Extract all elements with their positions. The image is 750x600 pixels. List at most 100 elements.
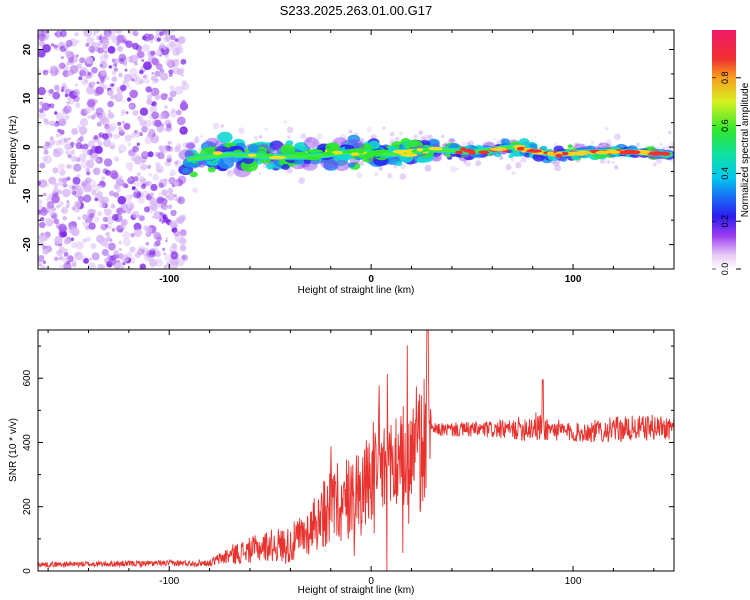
snr-x-axis-label: Height of straight line (km) [298,585,415,596]
heat-noise-blob [181,74,184,77]
heat-noise-blob [113,67,119,72]
heat-noise-blob [116,259,121,263]
heat-haze-blob [659,143,663,146]
heat-noise-blob [164,105,168,109]
heat-noise-blob [149,105,158,114]
heat-noise-blob [122,182,128,188]
heat-haze-blob [198,147,202,151]
heat-noise-blob [114,58,120,64]
heat-haze-blob [389,131,395,137]
x-tick-label: -100 [159,576,179,587]
heat-noise-blob [64,114,70,120]
heat-noise-blob [63,105,72,114]
heat-hotspot [489,147,508,151]
heat-noise-blob [150,50,156,56]
spectrogram-heatmap [38,30,674,269]
heat-hotspot [320,151,335,156]
heat-haze-blob [465,161,472,167]
heat-noise-blob [140,247,150,256]
heat-noise-blob [120,254,129,263]
heat-noise-blob [173,230,180,237]
heat-ridge-blob [280,144,296,156]
heat-noise-blob [166,154,173,160]
heat-noise-blob [83,258,89,264]
heat-hotspot [526,149,542,153]
heat-ridge-blob [186,143,196,150]
heat-noise-blob [115,186,122,193]
heat-haze-blob [204,139,207,142]
heat-noise-blob [38,255,45,263]
heat-noise-blob [133,156,143,165]
heat-haze-blob [418,130,424,136]
heat-noise-blob [99,201,106,209]
heat-noise-blob [49,103,55,109]
heat-noise-blob [90,81,96,86]
heat-noise-blob [113,250,119,256]
heat-noise-blob [104,257,112,265]
heat-noise-blob [96,121,102,127]
heat-noise-blob [112,133,119,140]
heat-haze-blob [599,159,604,164]
heat-noise-blob [129,194,134,198]
heat-noise-blob [53,218,60,224]
heat-noise-blob [48,139,56,146]
heat-noise-blob [64,44,68,49]
heat-noise-blob [158,114,164,120]
heat-noise-blob [117,121,122,126]
heat-noise-blob [83,79,88,84]
heat-ridge-blob [333,159,350,172]
heat-haze-blob [605,144,609,147]
heat-noise-blob [38,180,42,186]
heat-noise-blob [104,33,113,41]
heat-noise-blob [169,90,177,98]
heat-noise-blob [95,86,104,95]
heat-noise-blob [174,38,179,43]
heat-noise-blob [92,167,101,176]
heat-noise-blob [39,101,44,106]
spectrogram-x-axis-label: Height of straight line (km) [298,285,415,296]
heat-noise-blob [82,238,87,243]
heat-haze-blob [298,164,303,169]
heat-noise-blob [91,66,98,74]
heat-noise-blob [58,246,66,254]
heat-noise-blob [179,214,187,222]
heat-hotspot [480,150,489,154]
heat-noise-blob [82,205,86,209]
heat-ridge-blob [207,166,216,173]
heat-noise-blob [128,149,136,157]
heat-noise-blob [128,168,133,172]
heat-noise-blob [112,227,116,232]
heat-noise-blob [58,139,62,144]
heat-noise-blob [109,222,112,226]
heat-noise-blob [42,155,49,162]
heat-noise-blob [54,236,63,245]
heat-ridge-blob [281,164,290,170]
heat-hotspot [580,150,590,155]
heat-noise-blob [151,111,159,120]
heat-noise-blob [139,107,149,116]
heat-noise-blob [60,230,68,238]
heat-noise-blob [92,184,101,193]
heat-noise-blob [143,206,150,213]
chart-title: S233.2025.263.01.00.G17 [280,3,433,18]
heat-noise-blob [62,188,71,198]
heat-noise-blob [103,30,112,37]
heat-haze-blob [300,133,307,140]
heat-ridge-blob [266,163,275,170]
heat-noise-blob [63,238,71,245]
heat-ridge-blob [323,159,339,171]
heat-noise-blob [155,63,163,71]
heat-haze-blob [192,187,198,193]
heat-haze-blob [605,139,612,146]
heat-noise-blob [76,39,80,44]
heat-noise-blob [42,144,49,151]
snr-y-axis-label: SNR (10 * v/v) [8,418,19,482]
heat-noise-blob [48,193,53,198]
heat-noise-blob [83,213,88,219]
heat-noise-blob [122,231,131,240]
heat-noise-blob [71,128,79,135]
heat-noise-blob [139,263,146,269]
heat-noise-blob [94,197,99,202]
heat-noise-blob [166,123,172,129]
